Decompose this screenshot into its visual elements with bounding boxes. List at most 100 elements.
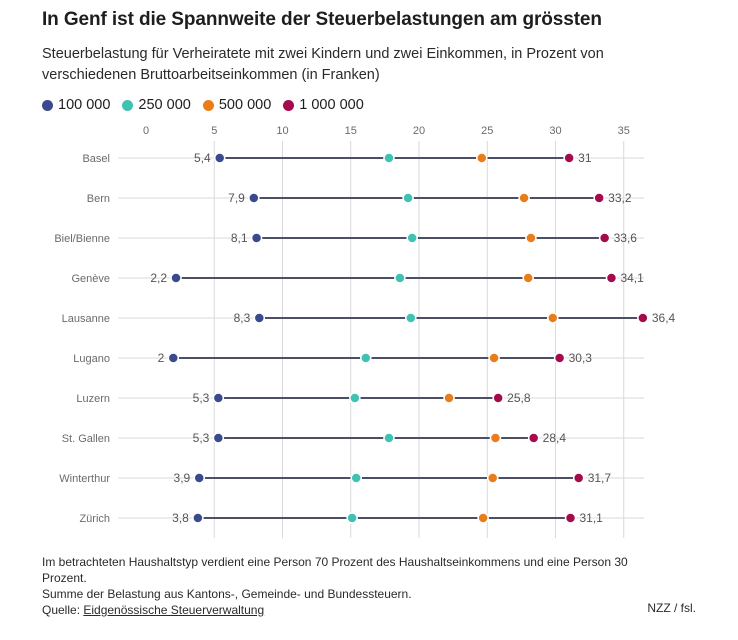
dot-s500k [486, 472, 499, 484]
dot-s500k [522, 272, 534, 284]
dot-s1m [598, 232, 611, 244]
legend-label-1m: 1 000 000 [299, 97, 364, 113]
dot-s1m [593, 192, 605, 204]
footer-notes: Im betrachteten Haushaltstyp verdient ei… [42, 554, 662, 618]
x-tick-label-5: 5 [211, 125, 217, 137]
dot-s250k [349, 392, 361, 404]
max-value-label: 31,7 [588, 471, 612, 485]
dot-s500k [525, 232, 537, 244]
city-label: Biel/Bienne [54, 233, 110, 245]
dot-s1m [564, 512, 577, 524]
dot-s100k [193, 472, 205, 484]
dot-s100k [213, 152, 226, 164]
max-value-label: 31,1 [580, 511, 604, 525]
dot-s250k [350, 472, 362, 484]
dot-s500k [476, 152, 488, 164]
city-label: Luzern [76, 393, 110, 405]
dot-s100k [212, 432, 225, 444]
min-value-label: 3,8 [172, 511, 189, 525]
footer-note-household: Im betrachteten Haushaltstyp verdient ei… [42, 555, 628, 585]
min-value-label: 8,3 [234, 311, 251, 325]
min-value-label: 3,9 [174, 471, 191, 485]
dot-s100k [250, 232, 263, 244]
max-value-label: 33,6 [614, 231, 638, 245]
max-value-label: 33,2 [608, 191, 632, 205]
credit: NZZ / fsl. [647, 601, 696, 615]
min-value-label: 2 [158, 351, 165, 365]
dot-range-chart: 0 5 10 15 20 25 30 35 Basel 5,4 31 Bern 7,9 33,2 Biel/… [54, 125, 676, 538]
dot-s1m [563, 152, 575, 164]
dot-s250k [383, 432, 395, 444]
dot-s100k [192, 512, 204, 524]
city-label: St. Gallen [62, 433, 110, 445]
min-value-label: 5,4 [194, 151, 211, 165]
legend-label-100k: 100 000 [58, 97, 111, 113]
dot-s500k [547, 312, 559, 324]
city-label: Bern [87, 193, 110, 205]
footer-note-taxes: Summe der Belastung aus Kantons-, Gemein… [42, 587, 412, 601]
dot-s250k [360, 352, 372, 364]
dot-s100k [170, 272, 182, 284]
dot-s250k [402, 192, 414, 204]
max-value-label: 28,4 [543, 431, 567, 445]
chart-title: In Genf ist die Spannweite der Steuerbel… [42, 9, 602, 30]
city-label: Lugano [73, 353, 110, 365]
dot-s250k [383, 152, 395, 164]
dot-s500k [518, 192, 530, 204]
max-value-label: 36,4 [652, 311, 676, 325]
dot-s250k [394, 272, 406, 284]
dot-s250k [346, 512, 358, 524]
city-label: Lausanne [62, 313, 110, 325]
legend: 100 000 250 000 500 000 1 000 000 [42, 97, 364, 113]
source-link[interactable]: Eidgenössische Steuerverwaltung [83, 603, 265, 617]
legend-item-100k: 100 000 [42, 97, 110, 113]
dot-s500k [477, 512, 489, 524]
x-tick-label-15: 15 [345, 125, 357, 137]
min-value-label: 5,3 [193, 391, 210, 405]
min-value-label: 5,3 [193, 431, 210, 445]
legend-label-250k: 250 000 [138, 97, 191, 113]
city-label: Basel [82, 153, 110, 165]
dot-s1m [605, 272, 618, 284]
max-value-label: 30,3 [569, 351, 593, 365]
dot-s1m [572, 472, 585, 484]
legend-swatch-100k [42, 99, 53, 111]
city-label: Winterthur [59, 473, 110, 485]
legend-item-250k: 250 000 [122, 97, 191, 113]
dot-s250k [406, 232, 418, 244]
chart-subtitle: Steuerbelastung für Verheiratete mit zwe… [42, 46, 604, 83]
x-tick-label-30: 30 [549, 125, 561, 137]
source-prefix: Quelle: [42, 603, 84, 617]
dot-s1m [553, 352, 566, 364]
x-tick-label-25: 25 [481, 125, 493, 137]
dot-s100k [248, 192, 260, 204]
min-value-label: 7,9 [228, 191, 245, 205]
max-value-label: 31 [578, 151, 592, 165]
x-tick-label-35: 35 [618, 125, 630, 137]
dot-s100k [212, 392, 225, 404]
legend-swatch-250k [122, 99, 134, 111]
legend-swatch-1m [283, 99, 295, 111]
max-value-label: 25,8 [507, 391, 531, 405]
dot-s500k [489, 432, 502, 444]
min-value-label: 2,2 [150, 271, 167, 285]
legend-swatch-500k [202, 99, 214, 111]
dot-s250k [405, 312, 417, 324]
legend-item-1m: 1 000 000 [283, 97, 364, 113]
dot-s1m [492, 392, 504, 404]
min-value-label: 8,1 [231, 231, 248, 245]
x-tick-label-20: 20 [413, 125, 425, 137]
dot-s1m [527, 432, 540, 444]
dot-s1m [637, 312, 649, 324]
city-label: Genève [71, 273, 110, 285]
x-tick-label-10: 10 [276, 125, 288, 137]
dot-s100k [167, 352, 180, 364]
x-tick-label-0: 0 [143, 125, 149, 137]
max-value-label: 34,1 [620, 271, 644, 285]
legend-label-500k: 500 000 [218, 97, 272, 113]
legend-item-500k: 500 000 [202, 97, 272, 113]
footer-source: Quelle: Eidgenössische Steuerverwaltung [42, 602, 662, 618]
dot-s500k [488, 352, 500, 364]
city-label: Zürich [79, 513, 110, 525]
dot-s500k [443, 392, 455, 404]
